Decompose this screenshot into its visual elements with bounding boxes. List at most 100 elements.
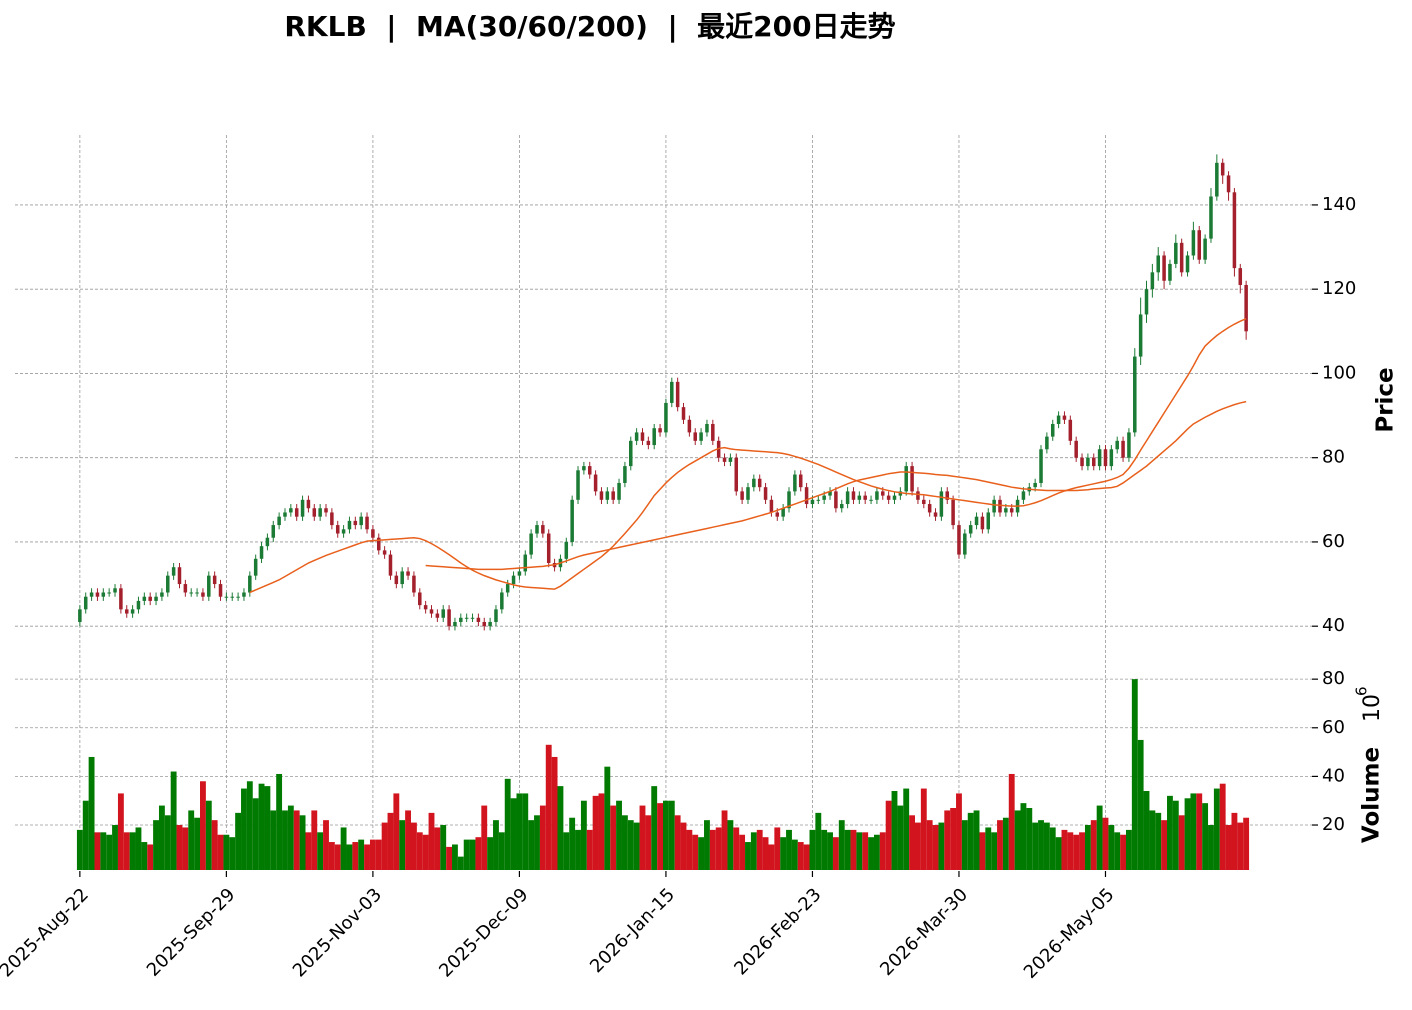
volume-bar <box>663 800 669 870</box>
volume-bar <box>358 839 365 870</box>
candle-body <box>640 432 645 441</box>
candle-body <box>1109 449 1114 467</box>
y2-offset-exponent: 6 <box>1353 686 1371 696</box>
candle-body <box>447 609 451 627</box>
y2-axis-label: Volume <box>1359 747 1385 843</box>
volume-bar <box>791 839 798 870</box>
candle-body <box>804 487 809 505</box>
y-tick-label: 40 <box>1322 615 1345 636</box>
candle-body <box>822 495 826 500</box>
candle-body <box>1068 419 1073 441</box>
candle-body <box>177 567 182 585</box>
volume-bar <box>868 837 874 870</box>
candle-body <box>699 432 703 441</box>
candle-body <box>617 482 621 500</box>
candle-body <box>605 491 610 500</box>
volume-bar <box>586 829 593 870</box>
candle-body <box>382 550 387 555</box>
volume-bar <box>803 844 810 870</box>
candle-body <box>1174 242 1178 264</box>
candle-body <box>675 381 680 408</box>
candle-body <box>734 457 739 492</box>
volume-bar <box>176 825 183 870</box>
volume-bar <box>504 778 511 870</box>
volume-bar <box>1213 788 1220 870</box>
candle-body <box>464 617 469 619</box>
candle-body <box>810 499 815 505</box>
volume-bar <box>223 834 230 870</box>
candle-body <box>376 537 381 551</box>
candle-body <box>523 554 528 572</box>
volume-bar <box>211 820 218 870</box>
volume-bar <box>1008 773 1015 870</box>
candle-body <box>1086 457 1090 467</box>
candle-body <box>1062 415 1067 420</box>
candle-body <box>517 571 522 576</box>
candle-body <box>289 508 293 513</box>
candle-body <box>658 428 662 433</box>
candle-body <box>277 516 281 526</box>
moving-average-line <box>249 317 1247 594</box>
candle-body <box>218 584 223 597</box>
candle-body <box>711 423 715 441</box>
candle-body <box>535 525 539 534</box>
volume-bar <box>873 834 880 870</box>
volume-bar <box>856 832 863 870</box>
candle-body <box>230 596 234 598</box>
volume-bar <box>1020 803 1027 870</box>
x-tick-label: 2025-Dec-09 <box>435 884 532 981</box>
volume-bar <box>645 815 652 870</box>
candle-body <box>904 466 908 492</box>
candle-body <box>195 592 199 594</box>
candle-body <box>113 588 117 593</box>
volume-bar <box>276 773 283 870</box>
volume-bar <box>944 810 951 870</box>
volume-bar <box>680 822 687 870</box>
candle-body <box>154 596 158 601</box>
volume-bar <box>534 815 540 870</box>
volume-bar <box>938 822 945 870</box>
candle-body <box>974 516 979 526</box>
volume-bar <box>88 756 95 870</box>
volume-bar <box>158 805 165 870</box>
candle-body <box>83 596 88 610</box>
volume-bar <box>399 820 406 870</box>
candle-body <box>1127 432 1131 458</box>
candle-body <box>253 558 258 576</box>
volume-bar <box>1155 812 1162 870</box>
candle-body <box>752 478 756 488</box>
volume-bar <box>1026 808 1033 870</box>
volume-bar <box>147 844 154 870</box>
candle-body <box>1226 175 1231 193</box>
candle-body <box>857 495 862 500</box>
volume-bar <box>1202 803 1209 870</box>
volume-bar <box>1167 795 1173 870</box>
volume-bar <box>381 822 388 870</box>
candle-body <box>716 440 721 458</box>
volume-bar <box>217 834 224 870</box>
candle-body <box>728 457 733 462</box>
candle-body <box>634 432 639 441</box>
volume-bar <box>364 844 370 870</box>
candle-body <box>1115 440 1119 450</box>
volume-bar <box>352 842 359 870</box>
candle-body <box>623 466 627 483</box>
volume-bar <box>1125 829 1132 870</box>
volume-bar <box>1002 817 1009 870</box>
volume-bar <box>610 805 617 870</box>
volume-bar <box>985 827 992 870</box>
candle-body <box>1144 289 1149 315</box>
candle-body <box>681 407 686 420</box>
candle-body <box>1121 440 1125 458</box>
volume-bar <box>393 793 400 870</box>
candle-body <box>869 499 873 501</box>
candle-body <box>1138 314 1143 357</box>
candle-body <box>248 575 252 593</box>
volume-bar <box>522 793 529 870</box>
candle-body <box>881 491 885 496</box>
volume-bar <box>287 805 294 870</box>
candle-body <box>347 520 352 530</box>
candle-body <box>910 466 914 492</box>
candle-body <box>1179 242 1184 273</box>
volume-bar <box>774 827 781 870</box>
